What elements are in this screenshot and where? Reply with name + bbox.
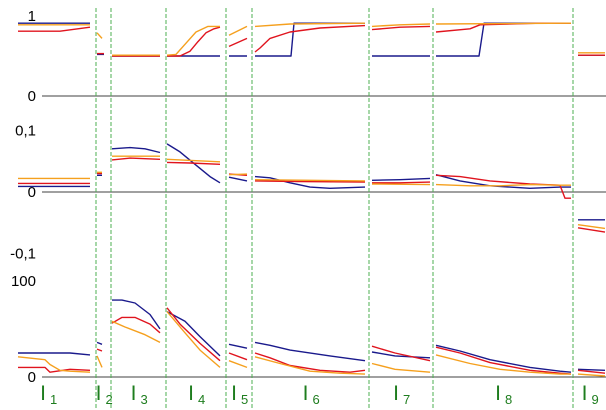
- series-line-orange: [577, 373, 606, 377]
- y-tick-label: 0: [28, 88, 36, 105]
- series-line-orange: [371, 183, 431, 186]
- interval-label: I: [188, 382, 194, 405]
- series-line-orange: [228, 25, 248, 36]
- series-line-red: [18, 26, 91, 32]
- interval-subscript: 1: [50, 392, 57, 407]
- series-line-red: [96, 348, 103, 352]
- series-line-red: [372, 181, 431, 184]
- series-line-blue: [255, 22, 365, 57]
- series-line-orange: [577, 224, 606, 230]
- series-line-blue: [228, 176, 248, 182]
- series-line-orange: [254, 22, 366, 28]
- series-line-red: [577, 227, 606, 233]
- series-line-blue: [96, 341, 103, 345]
- series-line-red: [371, 345, 431, 362]
- y-tick-label: 0: [28, 184, 36, 201]
- interval-subscript: 9: [592, 392, 599, 407]
- interval-subscript: 6: [313, 392, 320, 407]
- series-line-blue: [371, 177, 431, 181]
- series-line-blue: [112, 299, 161, 330]
- interval-subscript: 5: [241, 392, 248, 407]
- series-line-orange: [371, 23, 431, 28]
- series-line-orange: [228, 360, 248, 369]
- interval-subscript: 4: [198, 392, 205, 407]
- series-line-orange: [96, 355, 103, 368]
- series-line-orange: [96, 32, 103, 39]
- series-line-red: [435, 346, 572, 375]
- series-line-orange: [371, 362, 431, 373]
- series-line-orange: [166, 25, 220, 56]
- series-line-blue: [18, 352, 91, 356]
- y-tick-label: 0: [28, 369, 36, 386]
- interval-label: I: [96, 382, 102, 405]
- series-line-blue: [228, 343, 248, 349]
- y-tick-label: 0,1: [15, 122, 36, 139]
- interval-label: I: [231, 382, 237, 405]
- series-line-blue: [111, 146, 161, 154]
- series-line-blue: [577, 368, 606, 371]
- interval-label: I: [131, 382, 137, 405]
- series-line-blue: [254, 175, 366, 189]
- series-line-red: [166, 307, 221, 362]
- series-line-blue: [166, 143, 221, 184]
- series-line-orange: [111, 320, 161, 344]
- series-line-blue: [254, 341, 366, 362]
- series-line-blue: [435, 174, 571, 189]
- y-tick-label: 1: [28, 8, 36, 25]
- series-line-blue: [435, 344, 572, 373]
- series-line-red: [167, 26, 221, 57]
- series-line-orange: [17, 356, 91, 373]
- series-line-blue: [166, 310, 221, 357]
- interval-subscript: 8: [505, 392, 512, 407]
- series-line-red: [228, 352, 248, 361]
- interval-label: I: [582, 382, 588, 405]
- series-line-orange: [254, 356, 366, 375]
- interval-label: I: [495, 382, 501, 405]
- series-line-orange: [435, 22, 572, 25]
- series-line-red: [111, 157, 161, 161]
- y-tick-label: -0,1: [10, 246, 36, 263]
- series-line-red: [18, 366, 91, 373]
- series-line-red: [254, 24, 366, 53]
- series-line-blue: [371, 351, 431, 359]
- series-line-orange: [166, 311, 221, 368]
- interval-subscript: 3: [141, 392, 148, 407]
- series-line-orange: [435, 354, 571, 375]
- interval-subscript: 7: [403, 392, 410, 407]
- series-line-red: [166, 161, 221, 165]
- series-line-red: [577, 369, 606, 374]
- series-line-blue: [436, 22, 571, 57]
- interval-label: I: [393, 382, 399, 405]
- interval-label: I: [40, 382, 46, 405]
- series-line-orange: [166, 158, 221, 163]
- series-line-red: [254, 180, 366, 183]
- series-line-red: [111, 316, 161, 334]
- series-line-red: [254, 352, 366, 373]
- interval-label: I: [303, 382, 309, 405]
- series-line-orange: [228, 173, 248, 176]
- interval-subscript: 2: [106, 392, 113, 407]
- y-tick-label: 100: [11, 273, 36, 290]
- series-line-orange: [435, 183, 571, 187]
- series-line-red: [228, 37, 248, 48]
- series-line-red: [371, 25, 431, 31]
- series-line-orange: [254, 179, 366, 182]
